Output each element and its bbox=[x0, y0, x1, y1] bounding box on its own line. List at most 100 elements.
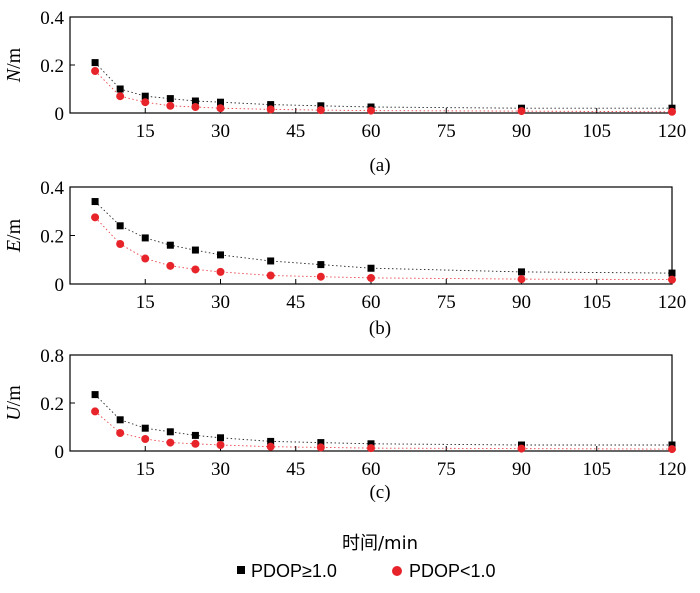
plot-frame bbox=[69, 16, 673, 114]
x-tick-label: 75 bbox=[437, 292, 456, 313]
data-point-square bbox=[668, 269, 676, 277]
data-point-square bbox=[116, 222, 124, 230]
data-point-square bbox=[141, 424, 149, 432]
x-tick-label: 60 bbox=[362, 121, 381, 142]
x-tick-label: 105 bbox=[583, 121, 612, 142]
data-point-square bbox=[91, 391, 99, 399]
series-line bbox=[94, 411, 673, 450]
data-point-square bbox=[317, 261, 325, 269]
data-point-square bbox=[267, 257, 275, 265]
data-point-circle bbox=[116, 429, 125, 437]
data-point-circle bbox=[191, 265, 200, 274]
data-point-circle bbox=[367, 273, 375, 282]
data-point-square bbox=[668, 441, 676, 449]
data-point-circle bbox=[191, 103, 200, 111]
data-point-square bbox=[141, 234, 149, 242]
data-point-square bbox=[518, 268, 525, 276]
data-point-square bbox=[217, 251, 224, 259]
data-point-circle bbox=[141, 254, 150, 263]
data-point-circle bbox=[91, 213, 100, 222]
x-tick-label: 15 bbox=[136, 121, 155, 142]
data-point-circle bbox=[367, 444, 375, 453]
data-point-circle bbox=[166, 101, 175, 110]
x-tick-label: 120 bbox=[658, 292, 687, 313]
data-point-square bbox=[317, 102, 325, 110]
panel-caption: (a) bbox=[369, 155, 390, 176]
data-point-circle bbox=[668, 275, 676, 284]
y-tick-label: 0.2 bbox=[40, 56, 64, 77]
y-tick-label: 0.4 bbox=[40, 8, 64, 29]
series-line bbox=[94, 70, 673, 113]
legend-marker-circle bbox=[392, 566, 402, 576]
x-tick-label: 30 bbox=[211, 121, 230, 142]
data-point-circle bbox=[266, 442, 275, 451]
data-point-circle bbox=[216, 441, 225, 449]
x-tick-label: 105 bbox=[583, 292, 612, 313]
x-tick-label: 90 bbox=[512, 459, 531, 480]
x-tick-label: 60 bbox=[362, 459, 381, 480]
panels: 15 30 45 60 75 90 105 120 0 0.2 0.4 N/m (a) 15 30 45 60 7… bbox=[3, 8, 686, 503]
data-point-square bbox=[217, 434, 224, 442]
data-point-square bbox=[166, 241, 174, 249]
x-tick-label: 30 bbox=[211, 292, 230, 313]
series-line bbox=[94, 201, 673, 274]
data-point-circle bbox=[517, 275, 526, 284]
data-point-circle bbox=[266, 271, 275, 280]
data-point-circle bbox=[116, 239, 125, 248]
panel-1: 15 30 45 60 75 90 105 120 0 0.2 0.4 E/m (b) bbox=[3, 178, 686, 339]
data-point-square bbox=[141, 92, 149, 100]
x-tick-label: 30 bbox=[211, 459, 230, 480]
y-tick-label: 0.4 bbox=[40, 178, 64, 199]
data-point-square bbox=[191, 431, 199, 439]
x-tick-label: 75 bbox=[437, 121, 456, 142]
data-point-circle bbox=[166, 261, 175, 270]
data-point-square bbox=[116, 416, 124, 424]
x-tick-label: 75 bbox=[437, 459, 456, 480]
x-tick-label: 45 bbox=[286, 459, 305, 480]
x-tick-label: 15 bbox=[136, 459, 155, 480]
data-point-circle bbox=[316, 106, 325, 115]
data-point-circle bbox=[668, 445, 676, 454]
plot-frame bbox=[69, 354, 673, 452]
data-point-circle bbox=[141, 98, 150, 107]
y-axis-label: U/m bbox=[3, 385, 25, 421]
series-line bbox=[94, 216, 673, 281]
x-tick-label: 120 bbox=[658, 121, 687, 142]
legend-marker-square bbox=[237, 566, 245, 574]
x-tick-label: 15 bbox=[136, 292, 155, 313]
data-point-circle bbox=[216, 104, 225, 113]
data-point-square bbox=[191, 246, 199, 254]
legend-label-0: PDOP≥1.0 bbox=[251, 561, 337, 581]
data-point-circle bbox=[316, 443, 325, 452]
y-tick-label: 0 bbox=[55, 104, 65, 125]
y-axis-label: E/m bbox=[3, 218, 25, 253]
panel-caption: (c) bbox=[369, 482, 390, 503]
panel-0: 15 30 45 60 75 90 105 120 0 0.2 0.4 N/m (a) bbox=[3, 8, 686, 176]
data-point-circle bbox=[316, 272, 325, 281]
x-tick-label: 45 bbox=[286, 121, 305, 142]
y-axis-label: N/m bbox=[3, 47, 25, 83]
data-point-square bbox=[91, 198, 99, 206]
x-axis-label: 时间/min bbox=[342, 533, 418, 554]
y-tick-label: 0.2 bbox=[40, 227, 64, 248]
x-tick-label: 90 bbox=[512, 292, 531, 313]
data-point-square bbox=[267, 437, 275, 445]
y-tick-label: 0 bbox=[55, 275, 65, 296]
data-point-circle bbox=[266, 105, 275, 114]
data-point-square bbox=[166, 428, 174, 436]
data-point-square bbox=[367, 440, 375, 448]
y-tick-label: 0.8 bbox=[40, 346, 64, 367]
data-point-circle bbox=[367, 106, 375, 115]
x-tick-label: 60 bbox=[362, 292, 381, 313]
data-point-circle bbox=[517, 444, 526, 453]
data-point-circle bbox=[91, 407, 100, 416]
data-point-circle bbox=[141, 435, 150, 443]
data-point-square bbox=[191, 97, 199, 105]
y-tick-label: 0 bbox=[55, 442, 65, 463]
data-point-circle bbox=[668, 107, 676, 116]
x-tick-label: 90 bbox=[512, 121, 531, 142]
data-point-circle bbox=[517, 107, 526, 116]
series-line bbox=[94, 62, 672, 109]
data-point-circle bbox=[116, 92, 125, 101]
